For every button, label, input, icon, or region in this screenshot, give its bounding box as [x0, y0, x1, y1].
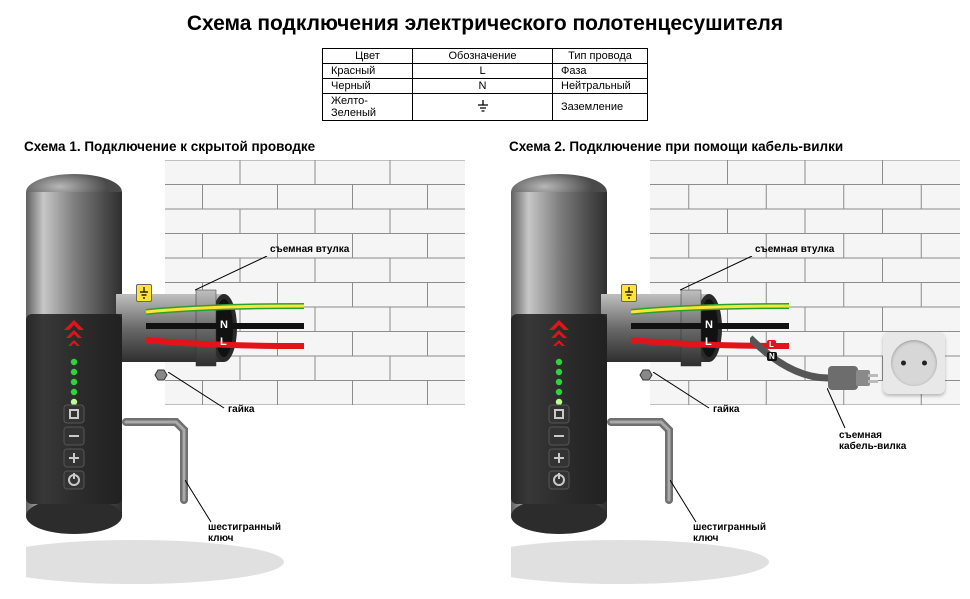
ground-icon: [476, 100, 490, 112]
legend-cell: N: [413, 79, 553, 94]
scheme-2: Схема 2. Подключение при помощи кабель-в…: [485, 139, 970, 580]
wire-label-l: L: [705, 336, 712, 348]
scheme-2-title: Схема 2. Подключение при помощи кабель-в…: [485, 139, 970, 154]
legend-row: Красный L Фаза: [323, 64, 648, 79]
legend-header: Цвет: [323, 49, 413, 64]
wire-badge-l: L: [767, 340, 776, 349]
callout-nut: гайка: [228, 404, 254, 415]
legend-cell: Желто-Зеленый: [323, 94, 413, 121]
legend-header-row: Цвет Обозначение Тип провода: [323, 49, 648, 64]
callout-hexkey: шестигранный ключ: [693, 522, 766, 544]
legend-cell: Черный: [323, 79, 413, 94]
legend-row: Желто-Зеленый Заземление: [323, 94, 648, 121]
callout-hexkey: шестигранный ключ: [208, 522, 281, 544]
socket-inner: [891, 340, 937, 386]
ground-badge-icon: [136, 284, 152, 302]
wire-badge-n: N: [767, 352, 777, 361]
callout-bushing: съемная втулка: [270, 244, 349, 255]
legend-cell: Заземление: [553, 94, 648, 121]
scheme-1-title: Схема 1. Подключение к скрытой проводке: [0, 139, 485, 154]
legend-row: Черный N Нейтральный: [323, 79, 648, 94]
legend-cell: Красный: [323, 64, 413, 79]
legend-cell: Фаза: [553, 64, 648, 79]
legend-header: Тип провода: [553, 49, 648, 64]
wire-label-l: L: [220, 336, 227, 348]
page-title: Схема подключения электрического полотен…: [0, 0, 970, 36]
callout-cableplug: съемная кабель-вилка: [839, 430, 906, 452]
ground-badge-icon: [621, 284, 637, 302]
legend-cell: [413, 94, 553, 121]
legend-header: Обозначение: [413, 49, 553, 64]
legend-table: Цвет Обозначение Тип провода Красный L Ф…: [322, 48, 648, 121]
callout-bushing: съемная втулка: [755, 244, 834, 255]
scheme-1: Схема 1. Подключение к скрытой проводке: [0, 139, 485, 580]
callout-nut: гайка: [713, 404, 739, 415]
wire-label-n: N: [220, 319, 228, 331]
wall-socket: [883, 332, 945, 394]
legend-cell: L: [413, 64, 553, 79]
legend-cell: Нейтральный: [553, 79, 648, 94]
wire-label-n: N: [705, 319, 713, 331]
